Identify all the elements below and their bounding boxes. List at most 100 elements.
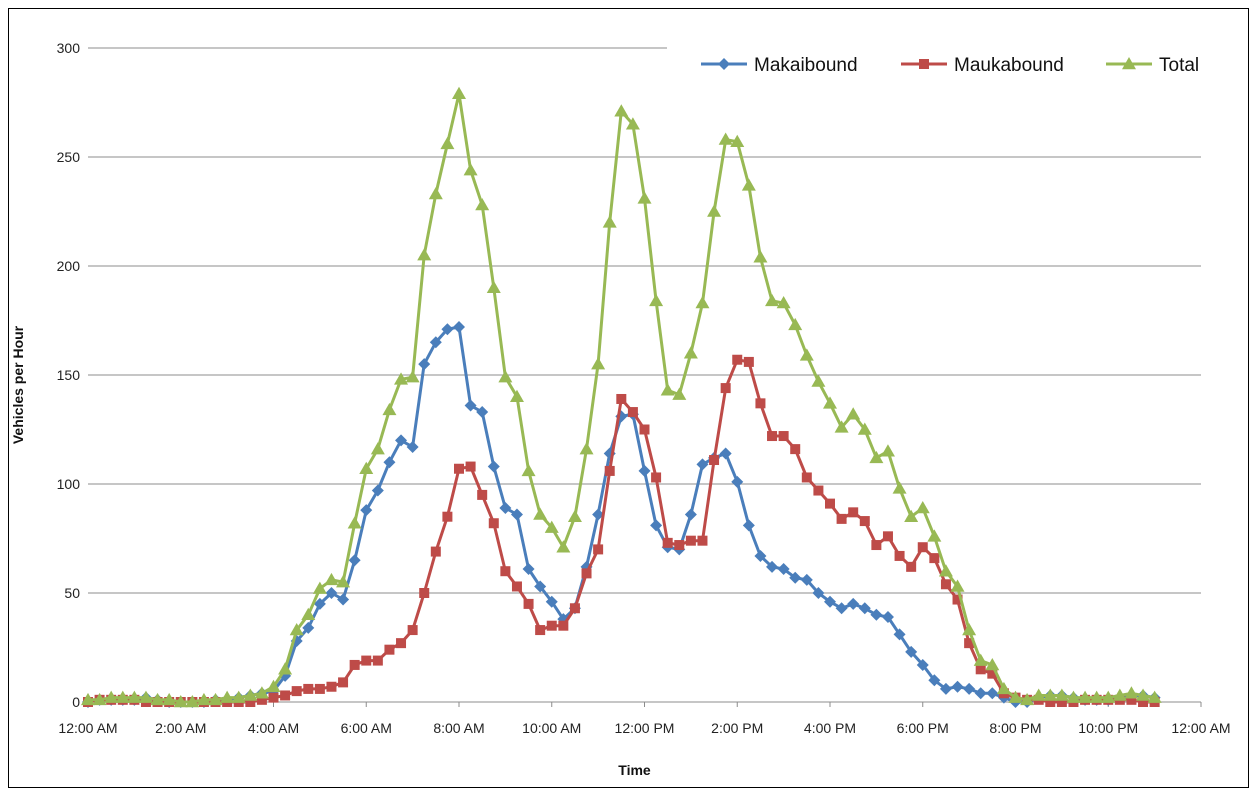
data-point-total [498, 370, 513, 383]
data-point-total [556, 540, 571, 553]
data-point-makaibound [870, 608, 883, 621]
data-point-total [776, 296, 791, 309]
data-point-total [243, 688, 258, 701]
data-point-total [104, 690, 119, 703]
data-point-makaibound [742, 519, 755, 532]
data-point-maukabound [303, 683, 314, 694]
data-point-maukabound [593, 544, 604, 555]
data-point-maukabound [1138, 697, 1149, 707]
data-point-total [567, 509, 582, 522]
x-tick-label: 12:00 AM [58, 720, 117, 736]
data-point-maukabound [430, 546, 441, 557]
data-point-maukabound [952, 594, 963, 605]
data-point-total [938, 564, 953, 577]
x-tick-label: 12:00 AM [1171, 720, 1230, 736]
data-point-total [741, 178, 756, 191]
data-point-maukabound [813, 485, 824, 496]
data-point-maukabound [326, 681, 337, 692]
data-point-total [579, 442, 594, 455]
data-point-total [509, 389, 524, 403]
data-point-total [324, 572, 339, 586]
data-point-total [115, 690, 130, 703]
data-point-total [811, 374, 826, 387]
data-point-maukabound [488, 518, 499, 529]
data-point-makaibound [476, 406, 489, 419]
data-point-maukabound [291, 686, 302, 697]
data-point-total [370, 442, 385, 455]
data-point-maukabound [709, 455, 720, 466]
data-point-maukabound [616, 393, 627, 404]
data-point-makaibound [395, 434, 408, 447]
data-point-maukabound [940, 579, 951, 590]
data-point-makaibound [441, 323, 454, 336]
x-tick-label: 4:00 AM [248, 720, 299, 736]
data-point-makaibound [847, 597, 860, 610]
data-point-makaibound [858, 602, 871, 615]
x-tick-label: 6:00 PM [897, 720, 949, 736]
data-point-makaibound [313, 597, 326, 610]
data-point-makaibound [545, 595, 558, 608]
data-point-total [336, 575, 351, 588]
data-point-makaibound [916, 658, 929, 671]
data-point-total [869, 450, 884, 464]
data-point-makaibound [963, 682, 976, 695]
data-point-total [440, 136, 455, 150]
data-point-maukabound [268, 692, 279, 703]
data-point-makaibound [325, 587, 338, 599]
legend-marker-makaibound [718, 58, 730, 70]
y-tick-label: 200 [57, 258, 81, 274]
data-point-maukabound [906, 561, 917, 572]
data-point-makaibound [731, 475, 744, 488]
data-point-maukabound [454, 463, 464, 474]
data-point-total [417, 248, 432, 261]
data-point-maukabound [1126, 694, 1137, 705]
data-point-makaibound [939, 682, 952, 695]
data-point-maukabound [929, 553, 940, 564]
data-point-maukabound [732, 354, 743, 365]
series-line-makaibound [87, 325, 1155, 704]
data-point-total [637, 191, 652, 204]
data-point-maukabound [755, 398, 766, 409]
data-point-maukabound [245, 697, 256, 707]
series-lines [81, 86, 1162, 708]
data-point-total [591, 357, 606, 370]
data-point-maukabound [639, 424, 650, 435]
data-point-total [1043, 688, 1058, 701]
data-point-maukabound [685, 535, 696, 546]
data-point-total [753, 250, 768, 263]
data-point-makaibound [800, 573, 813, 586]
data-point-makaibound [986, 687, 999, 700]
data-point-maukabound [384, 644, 395, 655]
data-point-total [985, 657, 1000, 671]
data-point-maukabound [1056, 697, 1067, 707]
data-point-total [428, 187, 443, 200]
data-point-total [150, 692, 165, 706]
data-point-total [220, 690, 235, 703]
x-tick-labels: 12:00 AM 2:00 AM 4:00 AM 6:00 AM 8:00 AM 10:0… [58, 720, 1230, 736]
data-point-total [973, 653, 988, 666]
data-point-makaibound [650, 519, 663, 532]
data-point-makaibound [337, 593, 350, 606]
data-point-total [649, 293, 664, 307]
data-point-total [127, 690, 142, 703]
data-point-maukabound [964, 638, 975, 649]
data-point-total [347, 516, 362, 529]
legend-marker-maukabound [919, 59, 929, 69]
data-point-total [788, 317, 803, 331]
traffic-volume-chart: 0 50 100 150 200 250 300 12:00 AM 2:00 AM 4:00 A… [10, 40, 1231, 778]
data-point-maukabound [743, 356, 754, 367]
data-point-maukabound [604, 465, 615, 476]
data-point-maukabound [825, 498, 835, 509]
data-point-maukabound [778, 431, 789, 442]
legend-label-maukabound: Maukabound [954, 55, 1064, 76]
data-point-maukabound [848, 507, 859, 518]
y-tick-labels: 0 50 100 150 200 250 300 [57, 40, 81, 710]
data-point-maukabound [419, 588, 430, 598]
data-point-maukabound [894, 550, 905, 561]
data-point-makaibound [893, 628, 906, 641]
data-point-maukabound [917, 542, 928, 553]
data-point-makaibound [974, 687, 987, 700]
data-point-total [359, 461, 374, 474]
data-point-total [950, 579, 965, 592]
data-point-makaibound [487, 460, 500, 473]
